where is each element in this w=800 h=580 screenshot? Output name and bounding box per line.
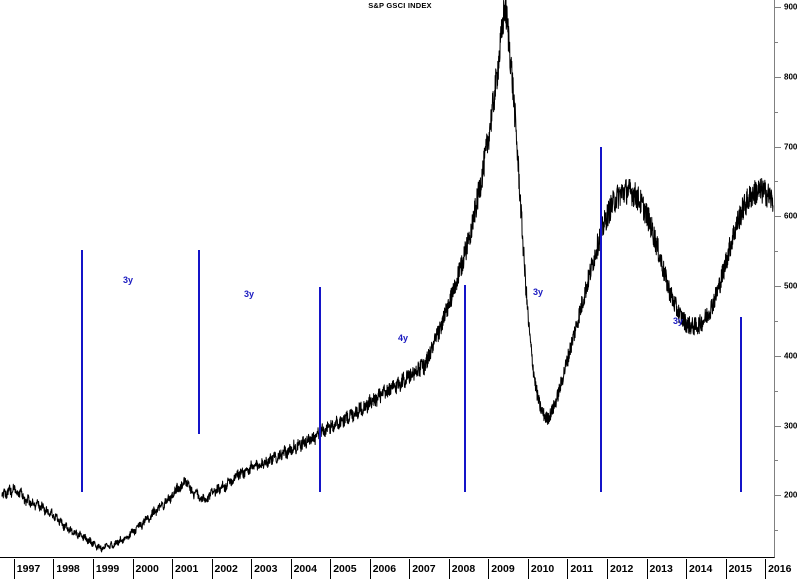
price-line (1, 0, 774, 553)
y-tick (775, 7, 781, 8)
y-tick-minor (775, 390, 778, 392)
x-tick-label: 1997 (16, 563, 41, 575)
x-tick (488, 559, 490, 579)
x-tick (290, 559, 292, 579)
y-tick (775, 355, 781, 357)
x-tick (567, 559, 569, 579)
x-tick-label: 2008 (451, 563, 476, 575)
y-tick-minor (775, 320, 778, 322)
y-tick-minor (775, 460, 778, 462)
y-tick (775, 146, 781, 148)
x-tick-label: 2003 (254, 563, 278, 575)
cycle-duration-label: 3y (122, 275, 134, 285)
x-tick-label: 2006 (372, 563, 397, 575)
x-tick (330, 559, 332, 579)
chart-title: S&P GSCI INDEX (368, 1, 432, 10)
x-tick (251, 559, 253, 579)
x-tick-label: 2016 (768, 563, 792, 575)
x-tick (172, 559, 173, 579)
cycle-duration-label: 3y (672, 316, 684, 326)
x-tick-label: 2015 (728, 563, 752, 575)
cycle-marker-line (197, 250, 200, 434)
y-axis: 200 300 400 500 600 700 800 900 (775, 0, 800, 558)
x-tick (686, 559, 687, 579)
x-tick (527, 559, 529, 579)
x-tick (725, 559, 727, 579)
x-tick (13, 559, 15, 579)
y-tick-label: 900 (784, 2, 798, 12)
x-tick-label: 2007 (412, 563, 436, 575)
x-tick-label: 2012 (610, 563, 634, 575)
x-tick-label: 2004 (293, 563, 317, 575)
y-tick-minor (775, 181, 778, 183)
x-tick-label: 2014 (689, 563, 713, 575)
plot-area: 3y 3y 4y 3y 3y (0, 0, 775, 558)
x-tick (646, 559, 648, 579)
x-tick-label: 1998 (56, 563, 80, 575)
x-tick (92, 559, 94, 579)
cycle-marker-line (318, 287, 321, 492)
cycle-duration-label: 3y (243, 289, 255, 299)
x-tick-label: 2011 (570, 563, 594, 575)
y-tick-minor (775, 530, 778, 532)
x-tick-label: 2002 (214, 563, 238, 575)
y-tick-minor (775, 111, 778, 113)
cycle-duration-label: 3y (532, 287, 544, 297)
x-tick-label: 2009 (491, 563, 515, 575)
cycle-marker-line (464, 285, 466, 492)
x-tick (607, 559, 608, 579)
y-tick (775, 76, 781, 78)
x-tick-label: 2013 (649, 563, 673, 575)
y-tick-minor (775, 41, 778, 43)
x-tick (211, 559, 213, 579)
x-tick (132, 559, 134, 579)
y-tick-minor (775, 251, 778, 253)
cycle-marker-line (739, 317, 742, 492)
y-tick (775, 495, 781, 497)
x-tick (409, 559, 411, 579)
y-tick (775, 216, 781, 218)
y-tick-label: 400 (784, 351, 798, 361)
cycle-marker-line (599, 147, 602, 492)
x-tick-label: 2010 (530, 563, 555, 575)
x-tick (448, 559, 450, 579)
x-tick-label: 2005 (333, 563, 357, 575)
x-tick (369, 559, 371, 579)
y-tick-label: 200 (784, 490, 798, 500)
y-tick-label: 600 (784, 211, 798, 221)
y-tick-label: 300 (784, 421, 798, 430)
y-tick (775, 425, 781, 427)
x-tick-label: 2000 (135, 563, 159, 575)
x-tick-label: 2001 (175, 563, 199, 575)
y-tick-label: 500 (784, 281, 798, 291)
y-tick (775, 286, 781, 287)
cycle-marker-line (81, 250, 84, 492)
x-axis: 1997 1998 1999 2000 2001 2002 2003 2004 2005 2006… (0, 559, 791, 580)
x-tick-label: 1999 (95, 563, 120, 575)
x-tick (765, 559, 767, 579)
x-tick (53, 559, 55, 579)
cycle-duration-label: 4y (397, 333, 409, 343)
y-tick-label: 800 (784, 72, 798, 82)
price-series (1, 0, 774, 553)
y-tick-label: 700 (784, 142, 798, 151)
